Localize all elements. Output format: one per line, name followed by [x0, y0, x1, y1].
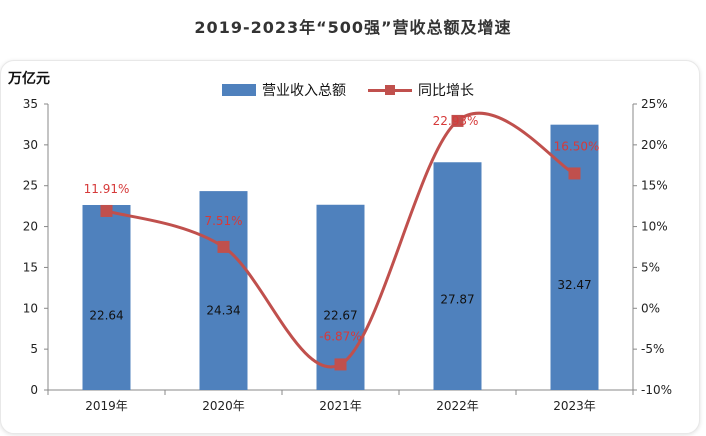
x-tick-label: 2020年	[202, 399, 245, 413]
growth-point-marker	[451, 114, 464, 127]
legend-line-swatch	[368, 84, 412, 96]
y-left-tick-label: 15	[23, 260, 38, 274]
bar-revenue	[550, 124, 599, 391]
page-title: 2019-2023年“500强”营收总额及增速	[194, 18, 512, 37]
x-tick-label: 2021年	[319, 399, 362, 413]
growth-value-label: 11.91%	[84, 182, 130, 196]
growth-value-label: 16.50%	[554, 139, 600, 153]
y-right-tick-label: 5%	[641, 260, 660, 274]
bar-value-label: 32.47	[557, 278, 591, 292]
y-right-tick-label: -10%	[641, 383, 672, 397]
bar-value-label: 24.34	[206, 303, 240, 317]
y-right-tick-label: 20%	[641, 138, 668, 152]
y-right-tick-label: -5%	[641, 342, 664, 356]
bar-value-label: 22.64	[89, 309, 123, 323]
growth-value-label: 22.93%	[433, 114, 479, 128]
bar-revenue	[82, 204, 131, 390]
y-right-tick-label: 25%	[641, 97, 668, 111]
bar-revenue	[433, 162, 482, 390]
bar-value-label: 22.67	[323, 309, 357, 323]
y-left-tick-label: 0	[30, 383, 38, 397]
legend-bar-label: 营业收入总额	[262, 83, 346, 99]
y-left-tick-label: 30	[23, 138, 38, 152]
x-tick-label: 2019年	[85, 399, 128, 413]
x-tick-label: 2022年	[436, 399, 479, 413]
bar-revenue	[199, 191, 248, 390]
growth-line	[100, 111, 581, 371]
legend-line-label: 同比增长	[418, 83, 474, 99]
growth-point-marker	[217, 240, 230, 253]
bars	[82, 124, 599, 391]
growth-value-label: 7.51%	[204, 214, 242, 228]
y-left-tick-label: 5	[30, 342, 38, 356]
bar-value-label: 27.87	[440, 292, 474, 306]
y-right-tick-label: 15%	[641, 179, 668, 193]
y-left-tick-label: 25	[23, 179, 38, 193]
data-labels: 22.64 24.34 22.67 27.87 32.47 11.91% 7.51% -6.8…	[84, 114, 600, 344]
y-right-tick-label: 10%	[641, 220, 668, 234]
growth-value-label: -6.87%	[319, 329, 361, 343]
y-right-tick-label: 0%	[641, 301, 660, 315]
y-left-tick-label: 35	[23, 97, 38, 111]
legend-item-bar: 营业收入总额	[222, 80, 346, 100]
growth-point-marker	[100, 204, 113, 217]
x-tick-label: 2023年	[553, 399, 596, 413]
legend-item-line: 同比增长	[368, 80, 474, 100]
growth-point-marker	[334, 358, 347, 371]
growth-point-marker	[568, 167, 581, 180]
y-axis-unit-label: 万亿元	[8, 71, 50, 87]
y-left-tick-label: 10	[23, 301, 38, 315]
axes: 0 5 10 15 20 25 30 35 -10% -5% 0% 5% 10% 15% 20% 25% 201…	[23, 97, 672, 413]
y-left-tick-label: 20	[23, 220, 38, 234]
chart-legend: 营业收入总额 同比增长	[222, 80, 496, 100]
legend-bar-swatch	[222, 84, 256, 96]
growth-line-path	[106, 111, 576, 369]
